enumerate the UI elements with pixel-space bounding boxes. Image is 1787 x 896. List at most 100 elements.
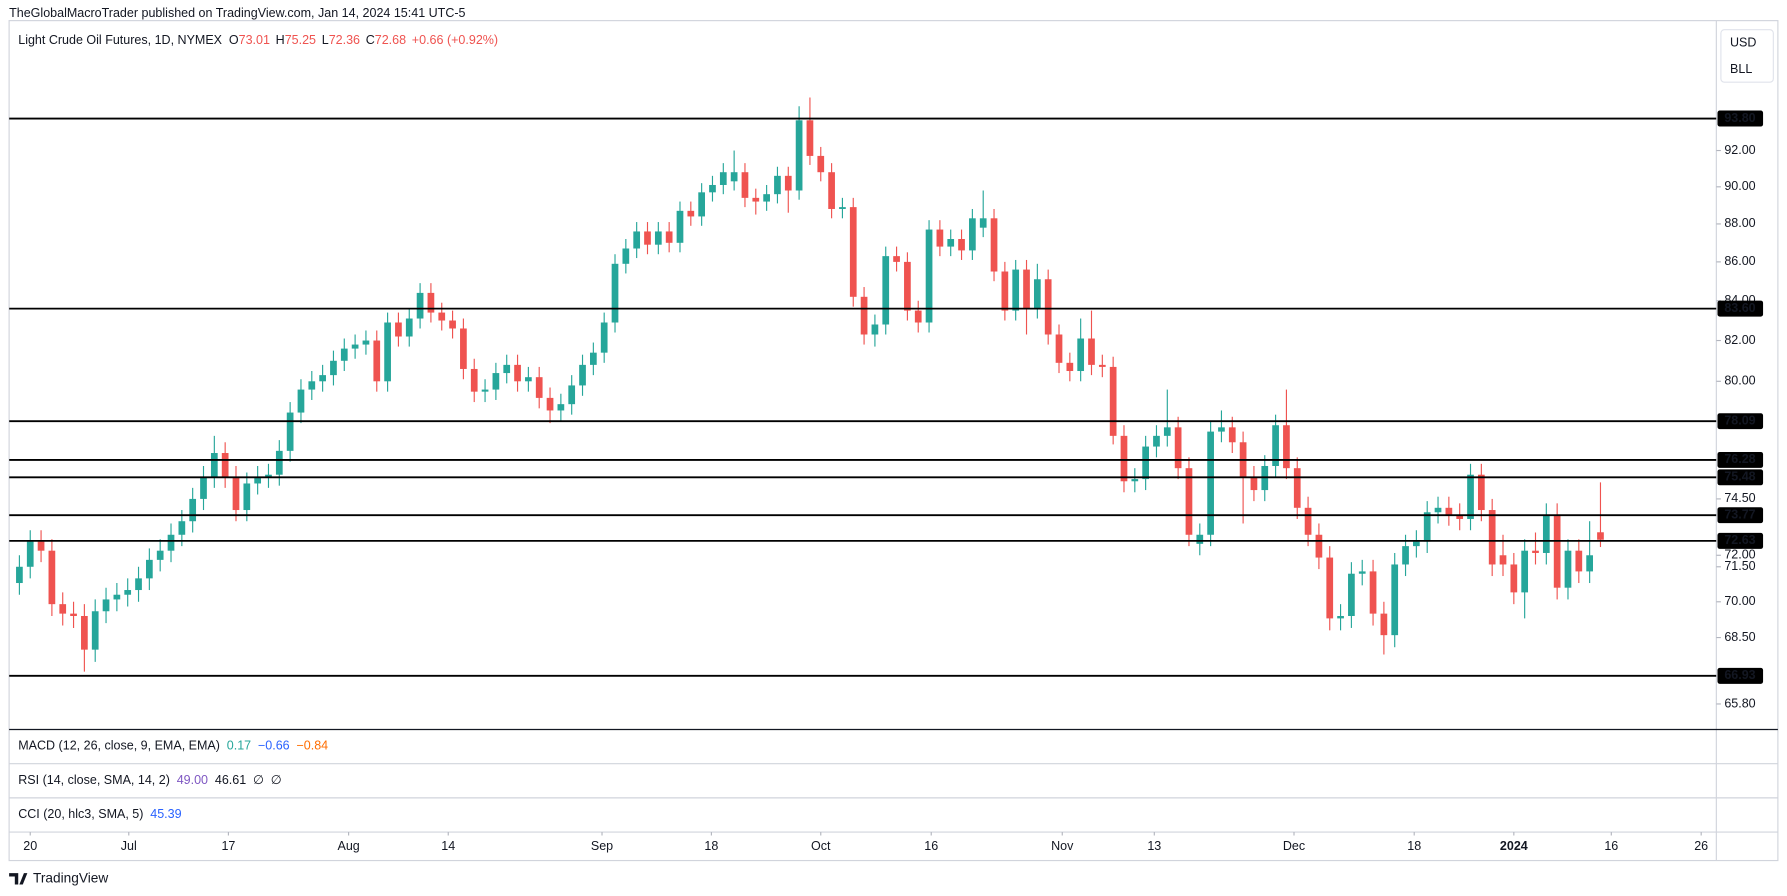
candle-body <box>535 377 543 398</box>
candle-body <box>492 373 500 390</box>
candle-body <box>1488 510 1496 565</box>
level-label-bg <box>1717 507 1764 524</box>
y-tick-label: 80.00 <box>1724 374 1755 388</box>
candle-body <box>839 207 846 209</box>
candle-body <box>145 559 153 579</box>
candle-body <box>622 248 630 264</box>
y-tick-label: 65.80 <box>1724 696 1755 710</box>
legend-change: +0.66 (+0.92%) <box>412 33 498 47</box>
x-tick-label: Sep <box>591 839 613 853</box>
candle-body <box>871 324 879 335</box>
candle-body <box>1272 425 1279 466</box>
y-tick-label: 74.50 <box>1724 491 1755 505</box>
candle-body <box>741 172 749 198</box>
candle-body <box>579 364 586 386</box>
candle-body <box>525 377 532 382</box>
level-label: 78.09 <box>1724 414 1755 428</box>
candle-body <box>405 318 413 337</box>
candle-body <box>784 175 792 191</box>
candle-body <box>644 231 651 245</box>
indicator-legend: CCI (20, hlc3, SMA, 5) 45.39 <box>18 807 181 821</box>
candle-body <box>1575 550 1583 572</box>
candle-body <box>654 231 662 245</box>
candle-body <box>1477 474 1485 511</box>
candle-body <box>481 389 489 392</box>
x-tick-label: 16 <box>1604 839 1618 853</box>
x-tick-label: 18 <box>1407 839 1421 853</box>
candle-body <box>1023 269 1030 309</box>
y-tick-label: 68.50 <box>1724 630 1755 644</box>
candle-body <box>719 172 727 185</box>
candle-body <box>958 239 965 251</box>
candle-body <box>665 231 673 243</box>
candle-body <box>1445 507 1453 515</box>
x-tick-label: 14 <box>441 839 455 853</box>
candle-body <box>1564 550 1572 588</box>
candle-body <box>1185 468 1193 535</box>
candle-body <box>676 210 684 243</box>
candle-body <box>633 231 641 249</box>
candle-body <box>37 541 45 551</box>
candle-body <box>460 328 467 369</box>
candle-body <box>1542 514 1550 553</box>
indicator-value: −0.66 <box>258 739 290 753</box>
candle-body <box>1434 507 1442 513</box>
candle-body <box>589 352 597 365</box>
candle-body <box>947 239 955 247</box>
candle-body <box>730 172 738 182</box>
currency-box[interactable] <box>1720 29 1774 83</box>
candle-body <box>200 476 207 499</box>
candle-body <box>167 534 175 551</box>
candle-body <box>178 521 186 535</box>
candle-body <box>795 120 803 191</box>
candle-body <box>925 229 933 323</box>
legend-symbol: Light Crude Oil Futures, 1D, NYMEX <box>18 33 222 47</box>
candle-body <box>330 360 337 376</box>
axis-button[interactable]: USD <box>1730 36 1756 50</box>
indicator-value: 0.17 <box>227 739 251 753</box>
candle-body <box>1380 613 1388 636</box>
candle-body <box>611 263 619 323</box>
y-tick-label: 88.00 <box>1724 216 1755 230</box>
candle-body <box>774 175 781 195</box>
candle-body <box>806 120 814 156</box>
candle-body <box>1521 550 1529 593</box>
x-tick-label: 16 <box>924 839 938 853</box>
footer-text: TradingView <box>33 870 108 885</box>
candle-body <box>1066 362 1074 372</box>
candle-body <box>600 322 608 353</box>
axis-button[interactable]: BLL <box>1730 62 1752 76</box>
candle-body <box>1597 532 1604 540</box>
candle-body <box>514 364 521 382</box>
legend-value: 75.25 <box>285 33 316 47</box>
y-tick-label: 92.00 <box>1724 143 1755 157</box>
candle-body <box>687 210 695 217</box>
candle-body <box>1369 571 1377 614</box>
candle-body <box>16 566 23 584</box>
candle-body <box>1142 446 1149 480</box>
x-tick-label: 26 <box>1694 839 1708 853</box>
level-label-bg <box>1717 451 1764 468</box>
candle-body <box>1077 338 1085 372</box>
candle-body <box>860 296 868 335</box>
candle-body <box>1044 279 1052 335</box>
candle-body <box>1153 435 1160 447</box>
candle-body <box>221 453 229 477</box>
candle-body <box>763 194 770 202</box>
y-tick-label: 82.00 <box>1724 333 1755 347</box>
candle-body <box>113 594 121 600</box>
candle-body <box>26 541 34 567</box>
legend-key: C <box>366 33 375 47</box>
level-label: 75.48 <box>1724 470 1755 484</box>
candle-body <box>1012 269 1020 311</box>
candle-body <box>1228 427 1236 443</box>
candle-body <box>81 616 88 650</box>
candle-body <box>1001 271 1009 311</box>
candle-body <box>1131 479 1139 482</box>
candle-body <box>969 218 976 251</box>
candle-body <box>849 207 857 297</box>
candle-body <box>373 340 381 382</box>
candle-body <box>1337 616 1344 619</box>
